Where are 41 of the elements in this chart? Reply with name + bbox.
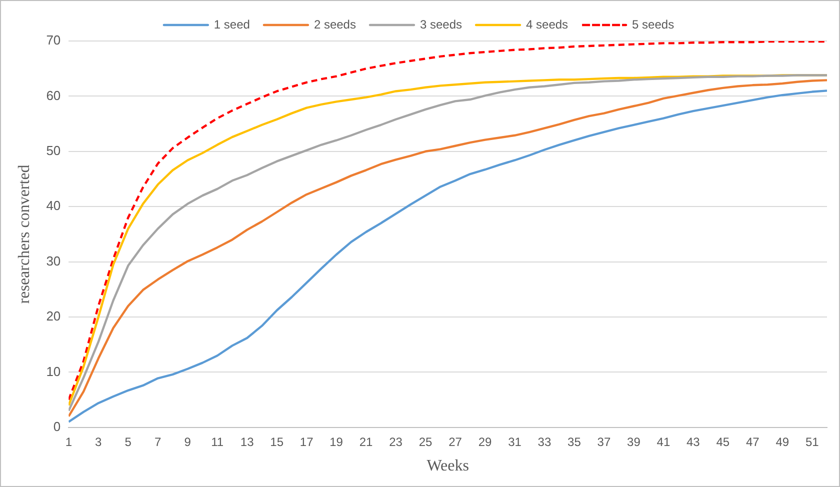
- x-tick-label: 45: [716, 434, 730, 449]
- x-tick-label: 41: [656, 434, 670, 449]
- y-tick-label: 0: [53, 418, 61, 434]
- legend-label: 4 seeds: [526, 17, 568, 32]
- x-tick-label: 11: [211, 434, 224, 449]
- x-tick-label: 17: [300, 434, 314, 449]
- x-tick-label: 19: [330, 434, 344, 449]
- x-tick-label: 35: [568, 434, 582, 449]
- x-tick-label: 25: [418, 434, 433, 449]
- x-tick-label: 33: [538, 434, 552, 449]
- x-tick-label: 15: [270, 434, 284, 449]
- y-tick-label: 50: [46, 142, 61, 158]
- y-tick-label: 20: [46, 308, 61, 324]
- x-tick-label: 39: [627, 434, 641, 449]
- x-tick-label: 21: [359, 434, 374, 449]
- x-tick-label: 49: [776, 434, 790, 449]
- x-tick-label: 31: [508, 434, 522, 449]
- x-tick-label: 51: [805, 434, 820, 449]
- y-tick-label: 70: [46, 32, 61, 48]
- y-axis-title: researchers converted: [16, 164, 33, 304]
- x-tick-label: 5: [124, 434, 132, 449]
- x-tick-label: 3: [95, 434, 102, 449]
- legend-label: 1 seed: [214, 17, 250, 32]
- x-tick-label: 37: [597, 434, 611, 449]
- x-tick-label: 1: [65, 434, 72, 449]
- x-axis-title: Weeks: [426, 458, 469, 475]
- y-tick-label: 40: [46, 198, 61, 214]
- y-tick-label: 10: [46, 364, 61, 379]
- x-tick-label: 13: [240, 434, 254, 449]
- legend-label: 5 seeds: [632, 17, 674, 32]
- y-tick-label: 30: [46, 253, 61, 268]
- legend-label: 3 seeds: [420, 17, 462, 32]
- x-tick-label: 23: [389, 434, 403, 449]
- y-tick-label: 60: [46, 88, 61, 103]
- x-tick-label: 43: [686, 434, 700, 449]
- x-tick-label: 7: [154, 434, 162, 449]
- x-tick-label: 47: [746, 434, 760, 449]
- x-tick-label: 27: [448, 434, 462, 449]
- x-tick-label: 9: [184, 434, 192, 449]
- x-tick-label: 29: [478, 434, 492, 449]
- legend-label: 2 seeds: [314, 17, 356, 32]
